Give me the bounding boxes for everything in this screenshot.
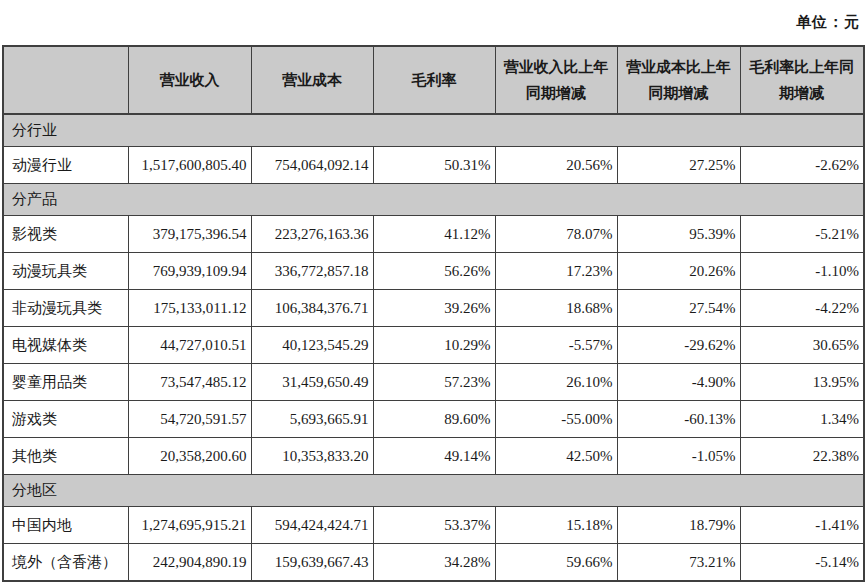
cell-value: 89.60% <box>373 401 495 438</box>
cell-value: -55.00% <box>495 401 617 438</box>
row-label: 境外（含香港） <box>3 544 128 582</box>
cell-value: 10,353,833.20 <box>251 438 373 475</box>
table-row: 电视媒体类 44,727,010.51 40,123,545.29 10.29%… <box>3 327 864 364</box>
cell-value: 18.79% <box>617 507 740 544</box>
cell-value: 31,459,650.49 <box>251 364 373 401</box>
cell-value: -1.10% <box>740 253 864 290</box>
section-row-region: 分地区 <box>3 475 864 507</box>
cell-value: 1.34% <box>740 401 864 438</box>
row-label: 动漫玩具类 <box>3 253 128 290</box>
cell-value: -29.62% <box>617 327 740 364</box>
cell-value: 59.66% <box>495 544 617 582</box>
col-header-margin-yoy: 毛利率比上年同期增减 <box>740 46 864 114</box>
table-row: 动漫玩具类 769,939,109.94 336,772,857.18 56.2… <box>3 253 864 290</box>
cell-value: 34.28% <box>373 544 495 582</box>
cell-value: 73,547,485.12 <box>128 364 251 401</box>
col-header-revenue-yoy: 营业收入比上年同期增减 <box>495 46 617 114</box>
cell-value: 95.39% <box>617 216 740 253</box>
section-row-product: 分产品 <box>3 184 864 216</box>
cell-value: 1,517,600,805.40 <box>128 147 251 184</box>
table-row: 其他类 20,358,200.60 10,353,833.20 49.14% 4… <box>3 438 864 475</box>
financial-table: 营业收入 营业成本 毛利率 营业收入比上年同期增减 营业成本比上年同期增减 毛利… <box>2 45 865 582</box>
table-row: 婴童用品类 73,547,485.12 31,459,650.49 57.23%… <box>3 364 864 401</box>
table-row: 非动漫玩具类 175,133,011.12 106,384,376.71 39.… <box>3 290 864 327</box>
row-label: 其他类 <box>3 438 128 475</box>
col-header-empty <box>3 46 128 114</box>
cell-value: 17.23% <box>495 253 617 290</box>
cell-value: 769,939,109.94 <box>128 253 251 290</box>
row-label: 电视媒体类 <box>3 327 128 364</box>
cell-value: -4.90% <box>617 364 740 401</box>
table-row: 动漫行业 1,517,600,805.40 754,064,092.14 50.… <box>3 147 864 184</box>
section-header: 分行业 <box>3 114 864 147</box>
cell-value: 57.23% <box>373 364 495 401</box>
col-header-cost: 营业成本 <box>251 46 373 114</box>
header-row: 营业收入 营业成本 毛利率 营业收入比上年同期增减 营业成本比上年同期增减 毛利… <box>3 46 864 114</box>
cell-value: 242,904,890.19 <box>128 544 251 582</box>
row-label: 中国内地 <box>3 507 128 544</box>
cell-value: 56.26% <box>373 253 495 290</box>
cell-value: -1.05% <box>617 438 740 475</box>
cell-value: 754,064,092.14 <box>251 147 373 184</box>
cell-value: 39.26% <box>373 290 495 327</box>
cell-value: 10.29% <box>373 327 495 364</box>
cell-value: 41.12% <box>373 216 495 253</box>
table-row: 中国内地 1,274,695,915.21 594,424,424.71 53.… <box>3 507 864 544</box>
row-label: 影视类 <box>3 216 128 253</box>
cell-value: 73.21% <box>617 544 740 582</box>
cell-value: 20.56% <box>495 147 617 184</box>
cell-value: 54,720,591.57 <box>128 401 251 438</box>
section-header: 分产品 <box>3 184 864 216</box>
cell-value: 20,358,200.60 <box>128 438 251 475</box>
cell-value: -4.22% <box>740 290 864 327</box>
cell-value: 379,175,396.54 <box>128 216 251 253</box>
cell-value: 594,424,424.71 <box>251 507 373 544</box>
cell-value: 40,123,545.29 <box>251 327 373 364</box>
col-header-gross-margin: 毛利率 <box>373 46 495 114</box>
section-row-industry: 分行业 <box>3 114 864 147</box>
cell-value: 42.50% <box>495 438 617 475</box>
cell-value: 49.14% <box>373 438 495 475</box>
cell-value: 53.37% <box>373 507 495 544</box>
unit-label: 单位：元 <box>796 13 860 32</box>
cell-value: 22.38% <box>740 438 864 475</box>
cell-value: -5.57% <box>495 327 617 364</box>
cell-value: -1.41% <box>740 507 864 544</box>
cell-value: -5.21% <box>740 216 864 253</box>
cell-value: -60.13% <box>617 401 740 438</box>
document-page: 单位：元 营业收入 营业成本 毛利率 营业收入比上年同期增减 营业成本比上年同期… <box>0 0 865 583</box>
cell-value: 159,639,667.43 <box>251 544 373 582</box>
table-row: 游戏类 54,720,591.57 5,693,665.91 89.60% -5… <box>3 401 864 438</box>
cell-value: 175,133,011.12 <box>128 290 251 327</box>
cell-value: 44,727,010.51 <box>128 327 251 364</box>
cell-value: 336,772,857.18 <box>251 253 373 290</box>
row-label: 婴童用品类 <box>3 364 128 401</box>
cell-value: 106,384,376.71 <box>251 290 373 327</box>
row-label: 游戏类 <box>3 401 128 438</box>
cell-value: 5,693,665.91 <box>251 401 373 438</box>
table-row: 境外（含香港） 242,904,890.19 159,639,667.43 34… <box>3 544 864 582</box>
cell-value: 78.07% <box>495 216 617 253</box>
table-row: 影视类 379,175,396.54 223,276,163.36 41.12%… <box>3 216 864 253</box>
col-header-revenue: 营业收入 <box>128 46 251 114</box>
cell-value: 13.95% <box>740 364 864 401</box>
cell-value: 27.25% <box>617 147 740 184</box>
cell-value: 50.31% <box>373 147 495 184</box>
cell-value: 26.10% <box>495 364 617 401</box>
cell-value: -5.14% <box>740 544 864 582</box>
cell-value: 30.65% <box>740 327 864 364</box>
cell-value: 223,276,163.36 <box>251 216 373 253</box>
row-label: 动漫行业 <box>3 147 128 184</box>
cell-value: 18.68% <box>495 290 617 327</box>
cell-value: 15.18% <box>495 507 617 544</box>
section-header: 分地区 <box>3 475 864 507</box>
row-label: 非动漫玩具类 <box>3 290 128 327</box>
cell-value: -2.62% <box>740 147 864 184</box>
cell-value: 20.26% <box>617 253 740 290</box>
cell-value: 1,274,695,915.21 <box>128 507 251 544</box>
col-header-cost-yoy: 营业成本比上年同期增减 <box>617 46 740 114</box>
cell-value: 27.54% <box>617 290 740 327</box>
